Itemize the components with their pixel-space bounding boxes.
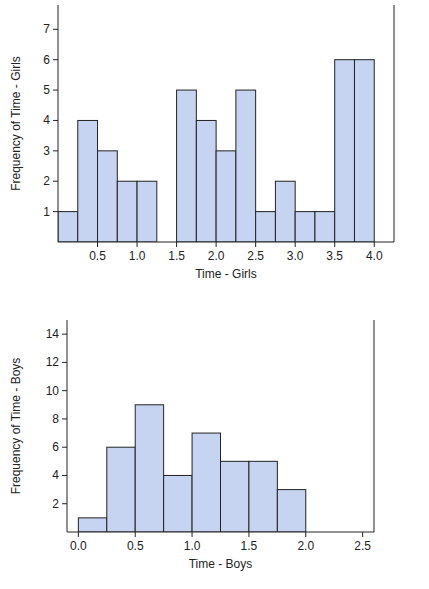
bar	[335, 60, 355, 242]
figure: 0.51.01.52.02.53.03.54.01234567Time - Gi…	[0, 0, 429, 589]
x-axis-label: Time - Girls	[195, 267, 257, 281]
bar	[135, 405, 163, 532]
y-tick	[62, 475, 67, 476]
y-tick	[53, 29, 58, 30]
x-tick-label: 3.5	[326, 249, 343, 263]
bar	[221, 461, 249, 532]
x-tick	[362, 532, 363, 537]
x-tick-label: 1.0	[129, 249, 146, 263]
bar	[275, 181, 295, 242]
x-tick	[248, 532, 249, 537]
x-tick-label: 2.5	[354, 539, 371, 553]
x-tick-label: 1.5	[168, 249, 185, 263]
bar	[58, 212, 78, 242]
bars	[78, 405, 305, 532]
y-tick	[62, 334, 67, 335]
y-tick	[62, 362, 67, 363]
bars	[58, 60, 374, 242]
y-tick	[53, 120, 58, 121]
bar	[137, 181, 157, 242]
bar	[256, 212, 276, 242]
x-tick	[135, 532, 136, 537]
y-tick-label: 4	[43, 113, 50, 127]
x-tick-label: 2.0	[297, 539, 314, 553]
y-tick-label: 5	[43, 83, 50, 97]
x-tick-label: 2.5	[247, 249, 264, 263]
x-tick	[97, 242, 98, 247]
x-tick-label: 1.5	[241, 539, 258, 553]
y-tick	[53, 150, 58, 151]
histogram-chart: 0.0 0.5 1.0 1.5 2.0 2.5 2 4 6 8 10 12 14 Time - Boys F…	[9, 320, 374, 571]
bar	[98, 151, 118, 242]
histogram-chart: 0.5 1.0 1.5 2.0 2.5 3.0 3.5 4.0 1 2 3 4 5 6 7 Time - Gi…	[9, 5, 394, 281]
bar	[236, 90, 256, 242]
bar	[196, 120, 216, 242]
y-axis-label: Frequency of Time - Boys	[9, 358, 23, 495]
bar	[354, 60, 374, 242]
x-tick	[176, 242, 177, 247]
x-tick	[78, 532, 79, 537]
y-tick	[62, 418, 67, 419]
x-tick-label: 3.0	[287, 249, 304, 263]
bar	[216, 151, 236, 242]
frame-line	[394, 5, 395, 242]
x-tick-label: 0.0	[70, 539, 87, 553]
y-tick-label: 3	[43, 144, 50, 158]
y-tick-label: 2	[43, 174, 50, 188]
y-tick-label: 14	[46, 327, 60, 341]
y-tick-label: 6	[52, 440, 59, 454]
x-tick-label: 1.0	[184, 539, 201, 553]
bar	[78, 518, 106, 532]
x-axis-label: Time - Boys	[189, 557, 253, 571]
y-tick-label: 4	[52, 468, 59, 482]
bar	[192, 433, 220, 532]
y-axis-line	[58, 5, 59, 242]
y-tick-label: 10	[46, 384, 60, 398]
x-tick-label: 0.5	[127, 539, 144, 553]
bar	[249, 461, 277, 532]
x-tick	[305, 532, 306, 537]
x-tick	[295, 242, 296, 247]
y-tick-label: 8	[52, 412, 59, 426]
y-tick-label: 2	[52, 497, 59, 511]
x-tick	[334, 242, 335, 247]
y-tick	[53, 181, 58, 182]
bar	[107, 447, 135, 532]
bar	[117, 181, 137, 242]
x-tick	[374, 242, 375, 247]
y-tick-label: 12	[46, 355, 60, 369]
y-axis-line	[67, 320, 68, 532]
bar	[295, 212, 315, 242]
x-tick-label: 0.5	[89, 249, 106, 263]
y-tick	[62, 447, 67, 448]
y-axis-label: Frequency of Time - Girls	[9, 56, 23, 191]
bar	[78, 120, 98, 242]
x-tick	[216, 242, 217, 247]
x-tick-label: 4.0	[366, 249, 383, 263]
y-tick	[53, 59, 58, 60]
y-tick	[62, 390, 67, 391]
y-tick-label: 7	[43, 22, 50, 36]
x-tick	[255, 242, 256, 247]
bar	[277, 490, 305, 532]
x-tick	[192, 532, 193, 537]
bar	[177, 90, 197, 242]
y-tick	[62, 503, 67, 504]
y-tick	[53, 90, 58, 91]
x-axis-line	[67, 532, 374, 533]
frame-line	[374, 320, 375, 532]
x-axis-line	[58, 242, 394, 243]
y-tick-label: 6	[43, 53, 50, 67]
x-tick-label: 2.0	[208, 249, 225, 263]
bar	[315, 212, 335, 242]
y-tick	[53, 211, 58, 212]
x-tick	[137, 242, 138, 247]
y-tick-label: 1	[43, 205, 50, 219]
bar	[164, 475, 192, 532]
